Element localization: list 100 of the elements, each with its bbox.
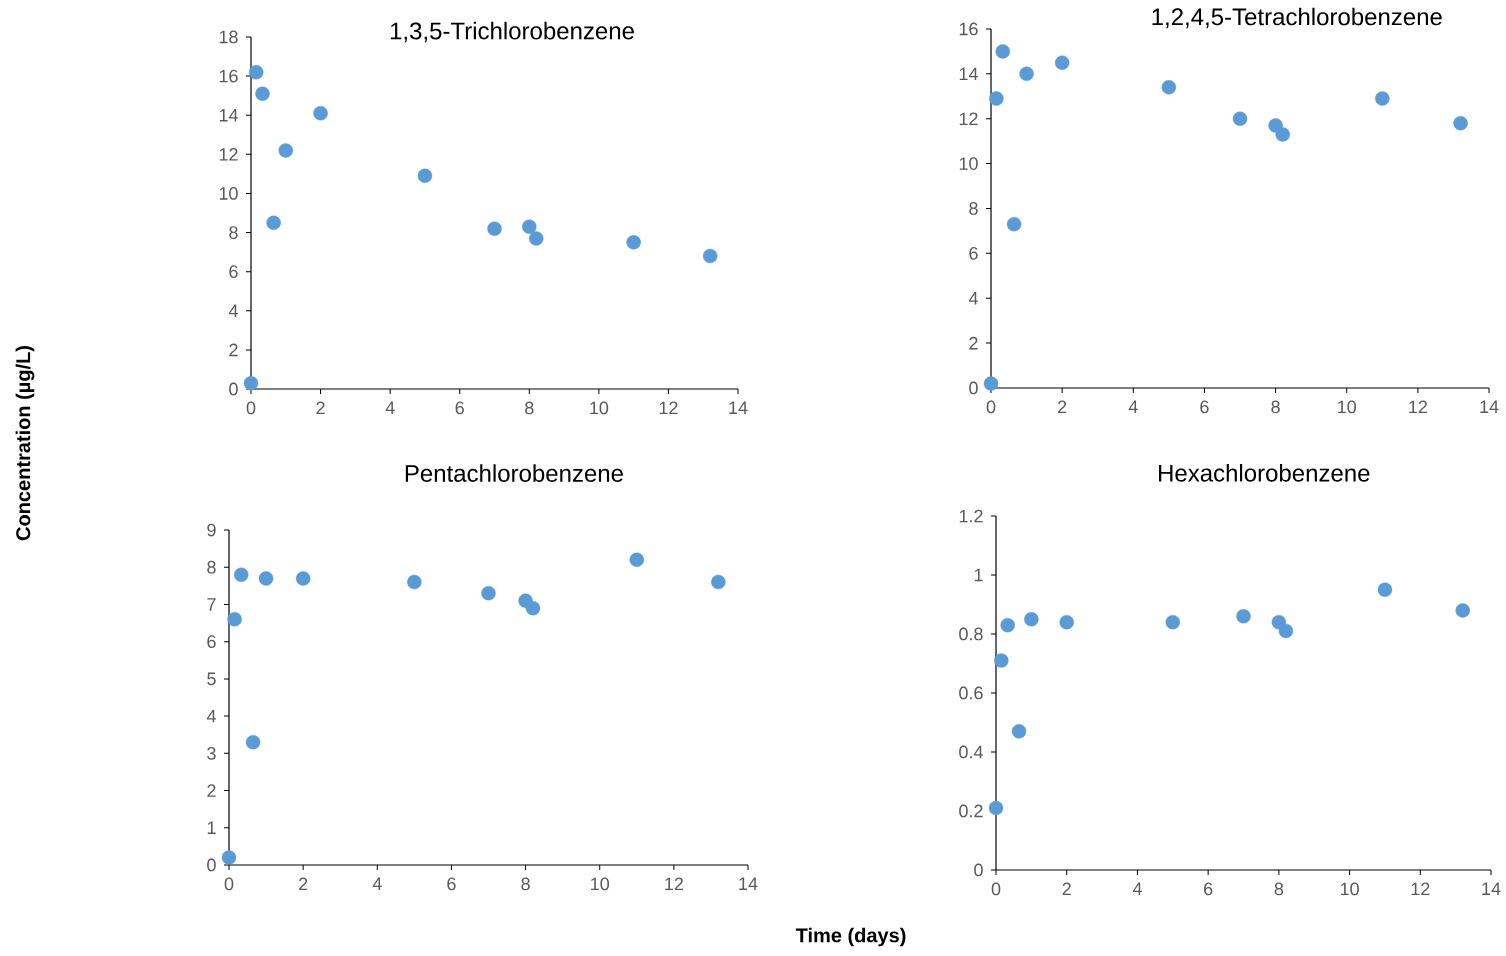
point [407,574,422,590]
x-tick-label: 8 [1274,882,1284,896]
y-tick-label: 10 [219,187,238,200]
y-tick-label: 6 [969,246,978,260]
point [266,215,281,230]
y-tick-label: 7 [207,598,216,611]
y-tick-label: 4 [228,304,238,317]
point [995,44,1010,59]
x-tick-label: 12 [665,877,683,891]
point [1232,111,1248,126]
point [983,376,999,391]
y-tick-label: 16 [959,22,978,36]
x-tick-label: 10 [591,877,610,891]
point [989,91,1004,106]
y-tick-label: 0 [974,863,983,877]
chart-title: 1,3,5-Trichlorobenzene [390,21,634,43]
x-tick-label: 12 [1409,400,1427,414]
point [243,375,259,391]
y-tick-label: 0 [207,858,216,872]
y-tick-label: 6 [207,635,216,649]
y-tick-label: 14 [219,109,238,122]
point [227,612,242,627]
y-tick-label: 0.4 [959,745,983,759]
point [629,552,644,567]
point [258,571,274,586]
point [711,574,726,590]
y-tick-label: 18 [219,30,238,44]
point [1278,623,1294,639]
point [221,850,237,865]
point [522,219,537,234]
point [1006,217,1022,232]
point [234,567,249,582]
y-tick-label: 3 [207,746,216,760]
x-tick-label: 8 [521,877,530,891]
y-tick-label: 0 [229,382,238,396]
y-tick-label: 0.6 [959,686,983,700]
point [1000,617,1015,633]
y-tick-label: 6 [229,265,238,279]
x-tick-label: 4 [385,401,395,414]
y-tick-label: 2 [229,343,238,357]
x-tick-label: 2 [299,877,308,891]
point [1377,582,1393,597]
x-tick-label: 2 [316,401,325,415]
y-tick-label: 4 [968,292,978,305]
x-tick-label: 14 [1480,400,1499,413]
point [417,168,433,184]
x-tick-label: 10 [1338,400,1357,414]
x-tick-label: 0 [246,401,256,415]
x-axis-title: Time (days) [795,927,906,947]
point [487,221,502,236]
point [988,800,1004,816]
y-tick-label: 1 [974,568,983,582]
chart-title: 1,2,4,5-Tetrachlorobenzene [1152,7,1442,29]
point [313,106,328,121]
point [249,64,264,80]
x-tick-label: 14 [739,877,758,890]
x-tick-label: 12 [659,401,678,415]
y-tick-label: 16 [219,69,238,83]
x-tick-label: 6 [455,401,464,415]
chart-title: Pentachlorobenzene [405,464,623,482]
x-tick-label: 12 [1411,882,1430,896]
point [1375,91,1390,106]
point [1024,612,1039,627]
point [626,235,641,250]
y-tick-label: 0.2 [959,804,983,818]
point [1453,116,1468,131]
x-tick-label: 8 [1271,400,1280,414]
y-axis-title: Concentration (µg/L) [15,346,35,541]
point [255,86,270,101]
y-tick-label: 2 [207,784,216,797]
y-tick-label: 14 [959,67,978,81]
point [278,143,293,158]
x-tick-label: 4 [372,877,382,890]
x-tick-label: 0 [986,400,996,414]
point [1054,55,1070,70]
point [245,734,261,750]
chart-title: Hexachlorobenzene [1159,464,1370,482]
x-tick-label: 6 [1204,882,1213,896]
y-tick-label: 9 [207,523,216,537]
x-tick-label: 0 [991,882,1001,896]
y-tick-label: 8 [229,226,238,239]
x-tick-label: 10 [590,401,609,415]
point [1275,127,1290,142]
y-tick-label: 5 [207,672,216,686]
y-tick-label: 2 [969,336,978,350]
point [702,248,718,264]
point [481,586,496,601]
point [1455,603,1470,618]
y-tick-label: 0.8 [959,627,983,641]
point [1161,80,1177,95]
x-tick-label: 6 [447,877,456,891]
point [1019,66,1034,82]
x-tick-label: 2 [1062,882,1071,896]
x-tick-label: 6 [1200,400,1209,414]
point [1059,615,1074,630]
y-tick-label: 0 [969,381,978,395]
point [1236,609,1251,624]
y-tick-label: 12 [959,112,978,126]
point [525,600,541,616]
y-tick-label: 4 [206,709,216,723]
